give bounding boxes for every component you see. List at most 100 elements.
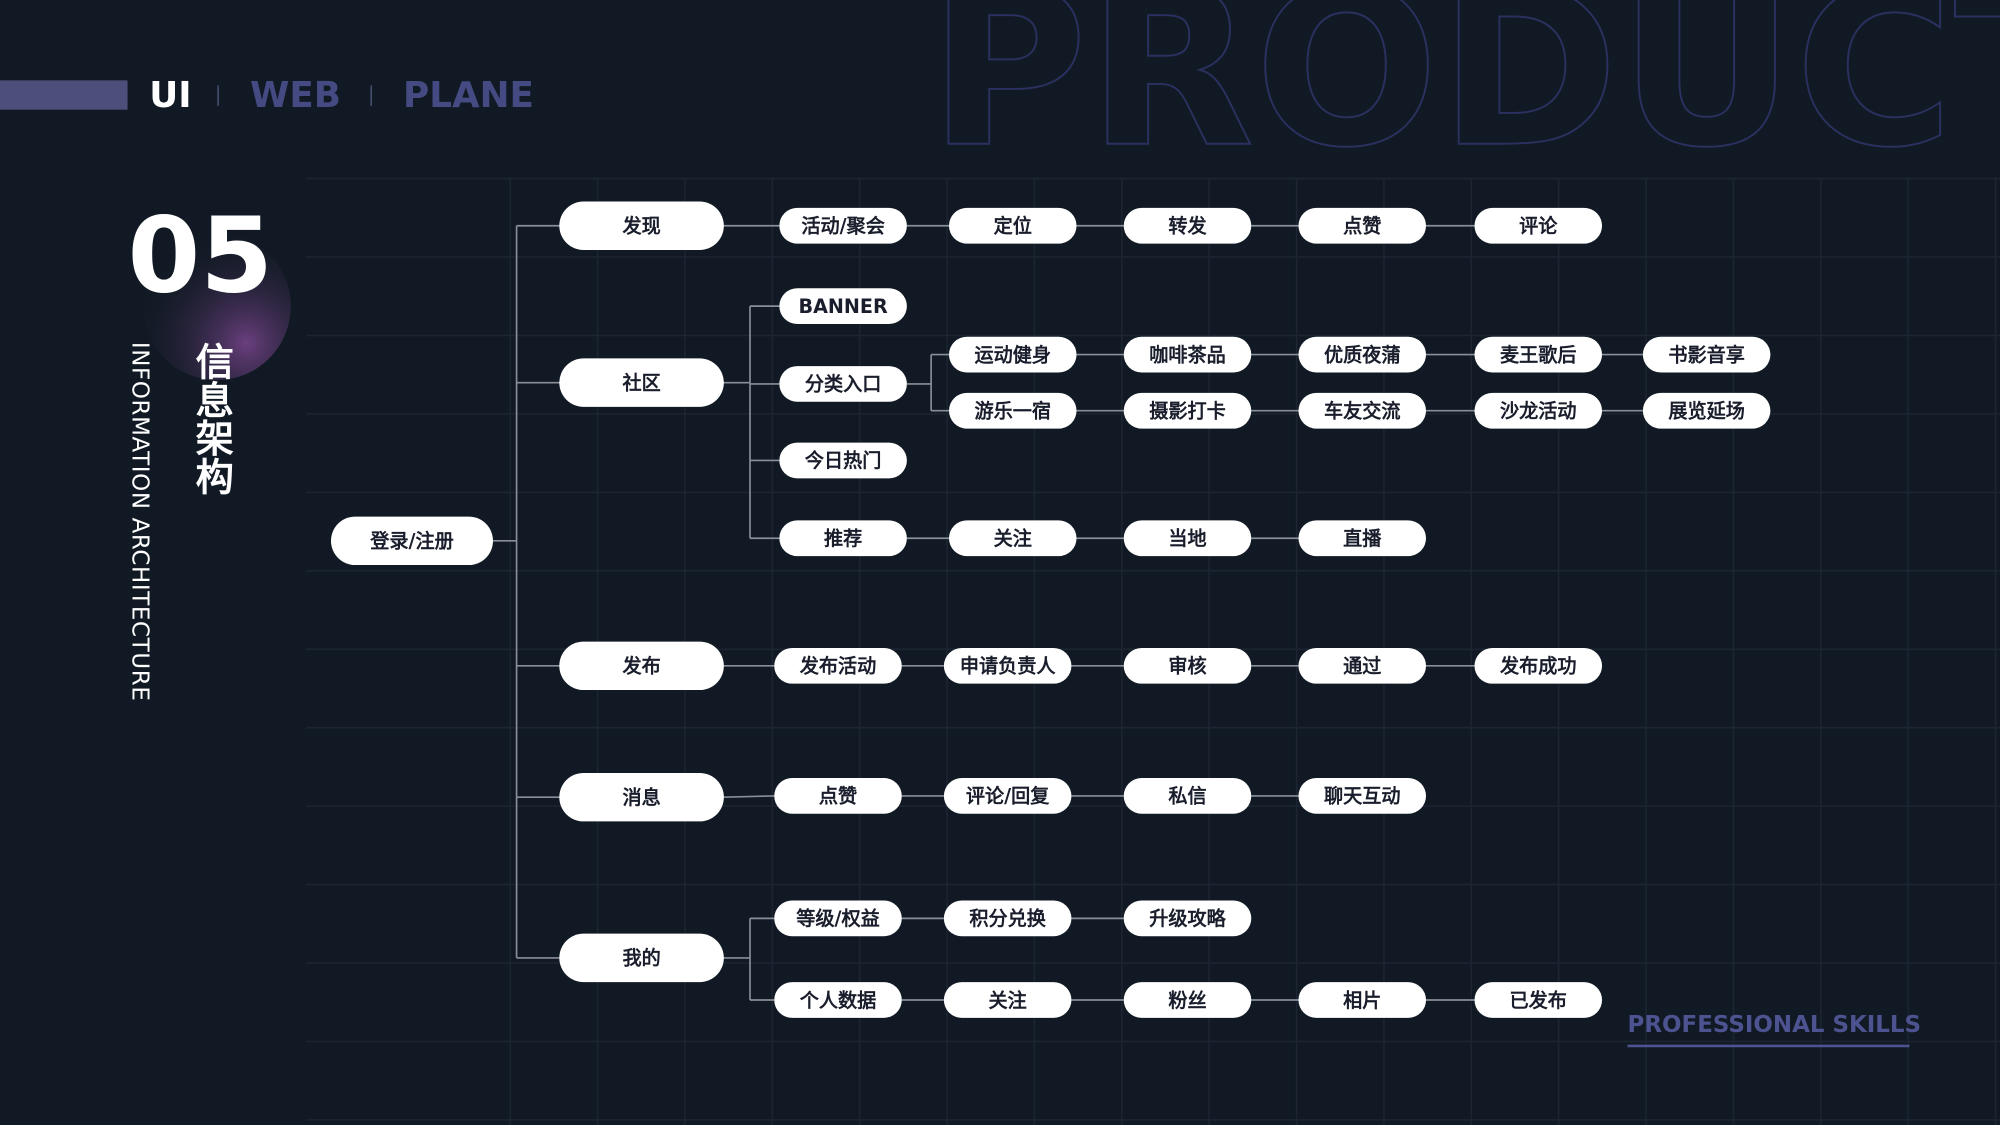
chain-node-label: 当地 (1168, 527, 1206, 550)
section-number: 05 (128, 195, 274, 317)
item-node-label: 个人数据 (799, 989, 877, 1012)
item-node-label: 分类入口 (805, 373, 882, 396)
chain-node (1298, 778, 1427, 814)
root-node (330, 516, 493, 566)
chain-node-label: 关注 (994, 527, 1032, 550)
chain-node (1474, 982, 1603, 1018)
chain-node-label: 摄影打卡 (1149, 399, 1226, 422)
item-node-label: 发布活动 (799, 655, 877, 678)
chain-node-label: 私信 (1168, 785, 1206, 808)
item-node-label: 推荐 (824, 527, 862, 550)
chain-node (943, 647, 1072, 684)
item-node (779, 366, 907, 402)
chain-node-label: 定位 (994, 215, 1032, 238)
item-node (774, 647, 902, 684)
connectors (492, 224, 1643, 1001)
chain-node-label: 审核 (1168, 655, 1206, 678)
chain-node (1123, 207, 1252, 244)
chain-node (948, 336, 1077, 373)
chain-node-label: 游乐一宿 (975, 399, 1052, 422)
chain-node (943, 900, 1072, 937)
chain-node-label: 运动健身 (975, 343, 1052, 366)
chain-node-label: 书影音享 (1668, 343, 1745, 366)
chain-node (1642, 336, 1771, 373)
chain-node-label: 点赞 (1343, 215, 1381, 238)
item-node (779, 288, 907, 324)
chain-node (948, 392, 1077, 429)
chain-node-label: 发布成功 (1499, 655, 1577, 678)
chain-node (1123, 982, 1252, 1018)
chain-node (1474, 392, 1603, 429)
branch-node (559, 201, 724, 250)
chain-node-label: 评论 (1519, 215, 1558, 238)
tab-plane: PLANE (403, 75, 534, 116)
chain-node (1298, 520, 1427, 557)
chain-node-label: 展览延场 (1668, 399, 1745, 422)
chain-node (1123, 336, 1252, 373)
item-node (779, 207, 907, 244)
item-node-label: 点赞 (819, 785, 857, 808)
chain-node (1123, 520, 1252, 557)
chain-node (1298, 207, 1427, 244)
section-subtitle: INFORMATION ARCHITECTURE (127, 342, 153, 702)
chain-node (1298, 647, 1427, 684)
chain-node-label: 麦王歌后 (1500, 343, 1576, 366)
chain-node-label: 咖啡茶品 (1149, 343, 1226, 366)
tab-web: WEB (250, 75, 341, 116)
chain-node (1642, 392, 1771, 429)
chain-node-label: 评论/回复 (966, 785, 1050, 808)
branch-node (559, 641, 724, 691)
chain-node-label: 申请负责人 (960, 655, 1057, 678)
footer-text: PROFESSIONAL SKILLS (1628, 1012, 1921, 1038)
chain-node-label: 已发布 (1510, 989, 1567, 1012)
chain-node (948, 207, 1077, 244)
chain-node (943, 982, 1072, 1018)
chain-node (1298, 982, 1427, 1018)
chain-node (1474, 207, 1603, 244)
branch-node-label: 消息 (622, 786, 660, 809)
chain-node-label: 沙龙活动 (1500, 399, 1576, 422)
backdrop-text: PRODUCT (929, 0, 2000, 196)
chain-node-label: 相片 (1343, 989, 1381, 1012)
chain-node-label: 关注 (989, 989, 1027, 1012)
chain-node-label: 优质夜蒲 (1324, 343, 1400, 366)
branch-node-label: 社区 (622, 371, 660, 394)
item-node-label: 今日热门 (804, 449, 882, 472)
item-node (779, 520, 907, 557)
chain-node-label: 转发 (1168, 215, 1207, 238)
item-node-label: 等级/权益 (795, 907, 880, 930)
branch-node-label: 发现 (621, 215, 660, 238)
chain-node (1123, 647, 1252, 684)
branch-node (559, 358, 724, 407)
accent-circle (142, 232, 291, 381)
chain-node (1474, 336, 1603, 373)
chain-node-label: 通过 (1343, 655, 1381, 678)
branch-node (559, 933, 724, 983)
chain-node (1123, 392, 1252, 429)
chain-node-label: 粉丝 (1168, 989, 1206, 1012)
header-bar (0, 80, 128, 110)
root-node-label: 登录/注册 (369, 530, 453, 553)
chain-node-label: 积分兑换 (969, 907, 1046, 930)
branch-node-label: 发布 (621, 655, 660, 678)
chain-node-label: 车友交流 (1324, 399, 1400, 422)
chain-node-label: 升级攻略 (1149, 907, 1226, 930)
chain-node (1474, 647, 1603, 684)
item-node-label: 活动/聚会 (801, 215, 885, 238)
item-node (779, 442, 907, 479)
chain-node (943, 778, 1072, 814)
item-node (774, 900, 902, 937)
chain-node-label: 直播 (1343, 527, 1382, 550)
item-node (774, 982, 902, 1018)
chain-node (948, 520, 1077, 557)
chain-node (1123, 778, 1252, 814)
chain-node (1298, 392, 1427, 429)
item-node-label: BANNER (799, 295, 888, 318)
chain-node-label: 聊天互动 (1324, 785, 1400, 808)
chain-node (1123, 900, 1252, 937)
chain-node (1298, 336, 1427, 373)
connector (723, 795, 775, 799)
